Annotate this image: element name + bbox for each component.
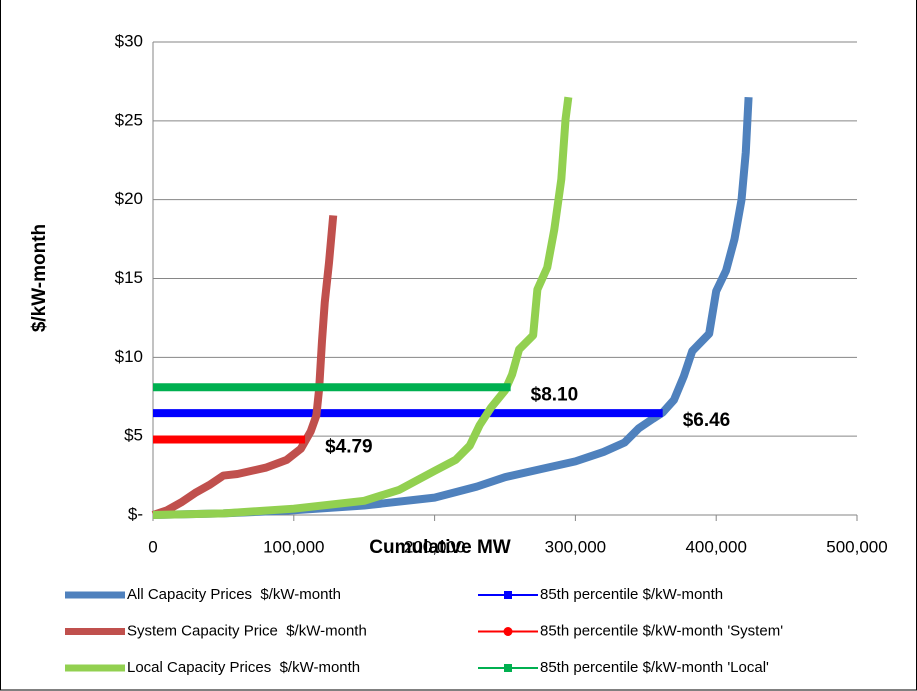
y-tick-label: $5 (124, 426, 143, 445)
series-line (152, 96, 573, 519)
legend-marker (504, 664, 512, 672)
legend-item: 85th percentile $/kW-month 'Local' (478, 659, 769, 676)
data-label: $8.10 (531, 384, 579, 405)
y-tick-label: $- (128, 504, 143, 523)
legend-label: 85th percentile $/kW-month (540, 586, 723, 603)
legend-item: 85th percentile $/kW-month 'System' (478, 622, 783, 639)
y-tick-label: $25 (115, 110, 143, 129)
y-tick-label: $15 (115, 268, 143, 287)
data-label: $4.79 (325, 436, 373, 457)
x-tick-label: 500,000 (826, 537, 887, 556)
y-axis-title: $/kW-month (29, 224, 50, 332)
legend-item: System Capacity Price $/kW-month (65, 622, 367, 639)
x-tick-label: 100,000 (263, 537, 324, 556)
data-label: $6.46 (683, 410, 731, 431)
legend-label: Local Capacity Prices $/kW-month (127, 659, 360, 676)
legend-marker (503, 627, 513, 636)
legend-label: All Capacity Prices $/kW-month (127, 586, 341, 603)
series-line (151, 215, 338, 519)
x-axis-title: Cumulative MW (369, 537, 511, 558)
legend-item: Local Capacity Prices $/kW-month (65, 659, 360, 676)
legend-item: All Capacity Prices $/kW-month (65, 586, 341, 603)
legend-item: 85th percentile $/kW-month (478, 586, 723, 603)
x-tick-label: 300,000 (545, 537, 606, 556)
legend-marker (504, 591, 512, 599)
x-tick-label: 0 (148, 537, 157, 556)
x-tick-label: 400,000 (685, 537, 746, 556)
legend-label: System Capacity Price $/kW-month (127, 622, 367, 639)
legend-label: 85th percentile $/kW-month 'System' (540, 622, 783, 639)
series-line (152, 96, 753, 519)
legend-label: 85th percentile $/kW-month 'Local' (540, 659, 769, 676)
y-tick-label: $10 (115, 347, 143, 366)
y-tick-label: $20 (115, 189, 143, 208)
y-tick-label: $30 (115, 31, 143, 50)
x-tick-label: 200,000 (404, 537, 465, 556)
